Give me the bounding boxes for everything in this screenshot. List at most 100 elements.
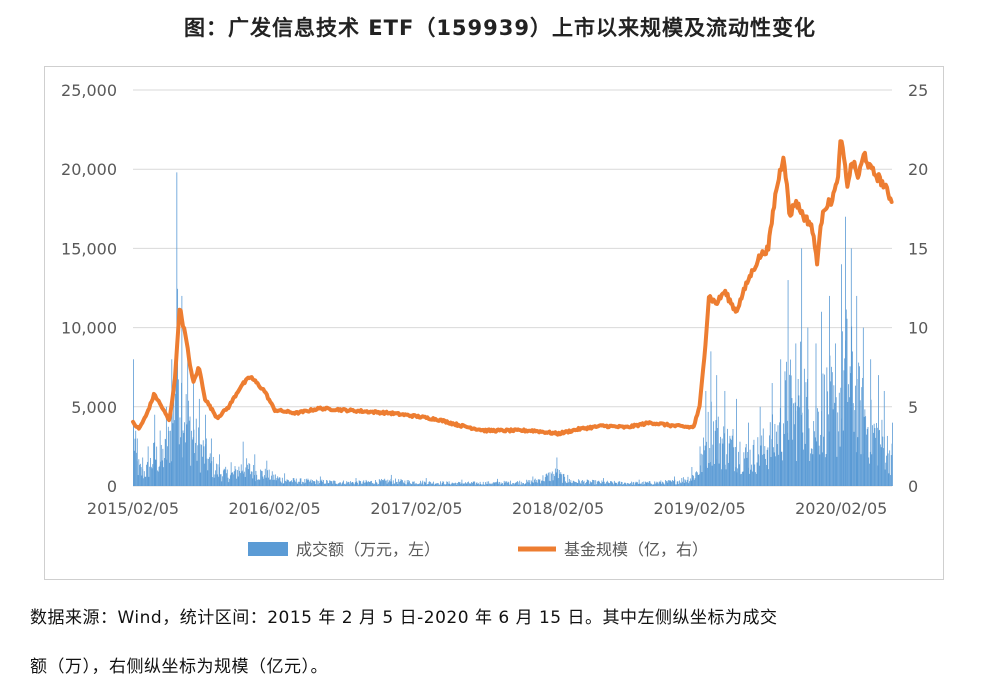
volume-bar [496,481,498,486]
volume-bar [184,422,185,486]
volume-bar [260,469,262,486]
volume-bar [802,432,804,486]
volume-bar [263,478,265,486]
volume-bar [155,459,157,486]
volume-bar [299,478,301,486]
volume-bar [668,480,670,486]
volume-bar [395,482,397,486]
volume-bar [668,480,670,486]
volume-bar [382,480,384,486]
volume-bar [233,471,235,486]
volume-bar [312,480,313,486]
volume-bar [179,417,181,486]
volume-bar [265,477,267,486]
volume-bar [840,387,842,486]
volume-bar [590,482,592,486]
volume-bar [886,455,887,486]
volume-bar [357,484,359,486]
volume-bar [472,481,474,486]
volume-bar [783,423,784,486]
volume-bar [652,484,654,486]
volume-bar [747,451,749,486]
volume-bar [223,468,225,486]
volume-bar [689,481,690,486]
volume-bar [872,432,874,486]
volume-bar [342,481,344,486]
volume-bar [273,474,275,486]
volume-bar [708,463,710,486]
volume-bar [704,445,706,486]
volume-bar [665,480,666,486]
volume-bar [544,477,546,486]
volume-bar [820,434,822,486]
volume-bar [437,483,439,486]
volume-bar [320,480,322,486]
volume-bar [503,480,505,486]
volume-bar [776,431,777,486]
volume-bar [825,454,827,486]
volume-bar [478,484,480,486]
volume-bar [660,480,662,486]
volume-bar [865,416,867,486]
volume-bar [821,452,823,486]
volume-bar [864,409,866,486]
volume-bar [166,459,168,486]
volume-bar [421,482,423,486]
volume-bar [451,482,453,486]
volume-bar [640,483,642,486]
right-axis-tick-label: 0 [908,477,918,496]
volume-bar [523,484,525,486]
volume-bar [440,481,441,486]
volume-bar [852,351,853,486]
volume-bar [436,483,438,486]
volume-bar [690,480,692,486]
x-axis-tick-label: 2018/02/05 [512,499,604,518]
volume-bar [257,479,259,486]
volume-bar [434,483,436,486]
volume-bar [554,468,556,486]
volume-bar [499,484,501,486]
volume-bar [514,483,516,486]
volume-bar [180,437,182,486]
volume-bar [637,483,639,486]
volume-bar [669,480,671,486]
volume-bar [201,444,203,486]
volume-bar [544,481,545,486]
volume-bar [512,483,514,486]
volume-bar [641,483,642,486]
volume-bar [873,423,875,486]
volume-bar [879,429,881,486]
volume-bar [162,448,164,486]
volume-bar [855,385,856,486]
volume-bar [315,484,317,486]
volume-bar [786,420,788,486]
footnote-line-2: 额（万），右侧纵坐标为规模（亿元）。 [30,657,328,677]
volume-bar [198,398,200,486]
volume-bar [881,419,883,486]
volume-bar [779,407,781,486]
volume-bar [475,482,477,486]
volume-bar [639,483,641,486]
volume-bar [482,484,483,486]
volume-bar [200,444,202,486]
volume-bar [637,482,638,486]
volume-bar [502,483,504,486]
volume-bar [449,483,451,486]
volume-bar [303,483,305,486]
volume-bar [656,483,658,486]
volume-bar [561,474,562,486]
volume-bar [634,484,635,486]
volume-bar [387,479,389,486]
volume-bar [883,436,885,486]
volume-bar [354,484,355,486]
volume-bar [326,480,327,486]
volume-bar [889,450,891,486]
volume-bar [880,447,882,486]
volume-bar [655,483,656,486]
volume-bar [842,430,844,486]
volume-bar [496,482,497,486]
volume-bar [635,481,637,486]
volume-bar [890,455,892,486]
volume-bar [390,478,392,486]
volume-bar [821,411,822,486]
